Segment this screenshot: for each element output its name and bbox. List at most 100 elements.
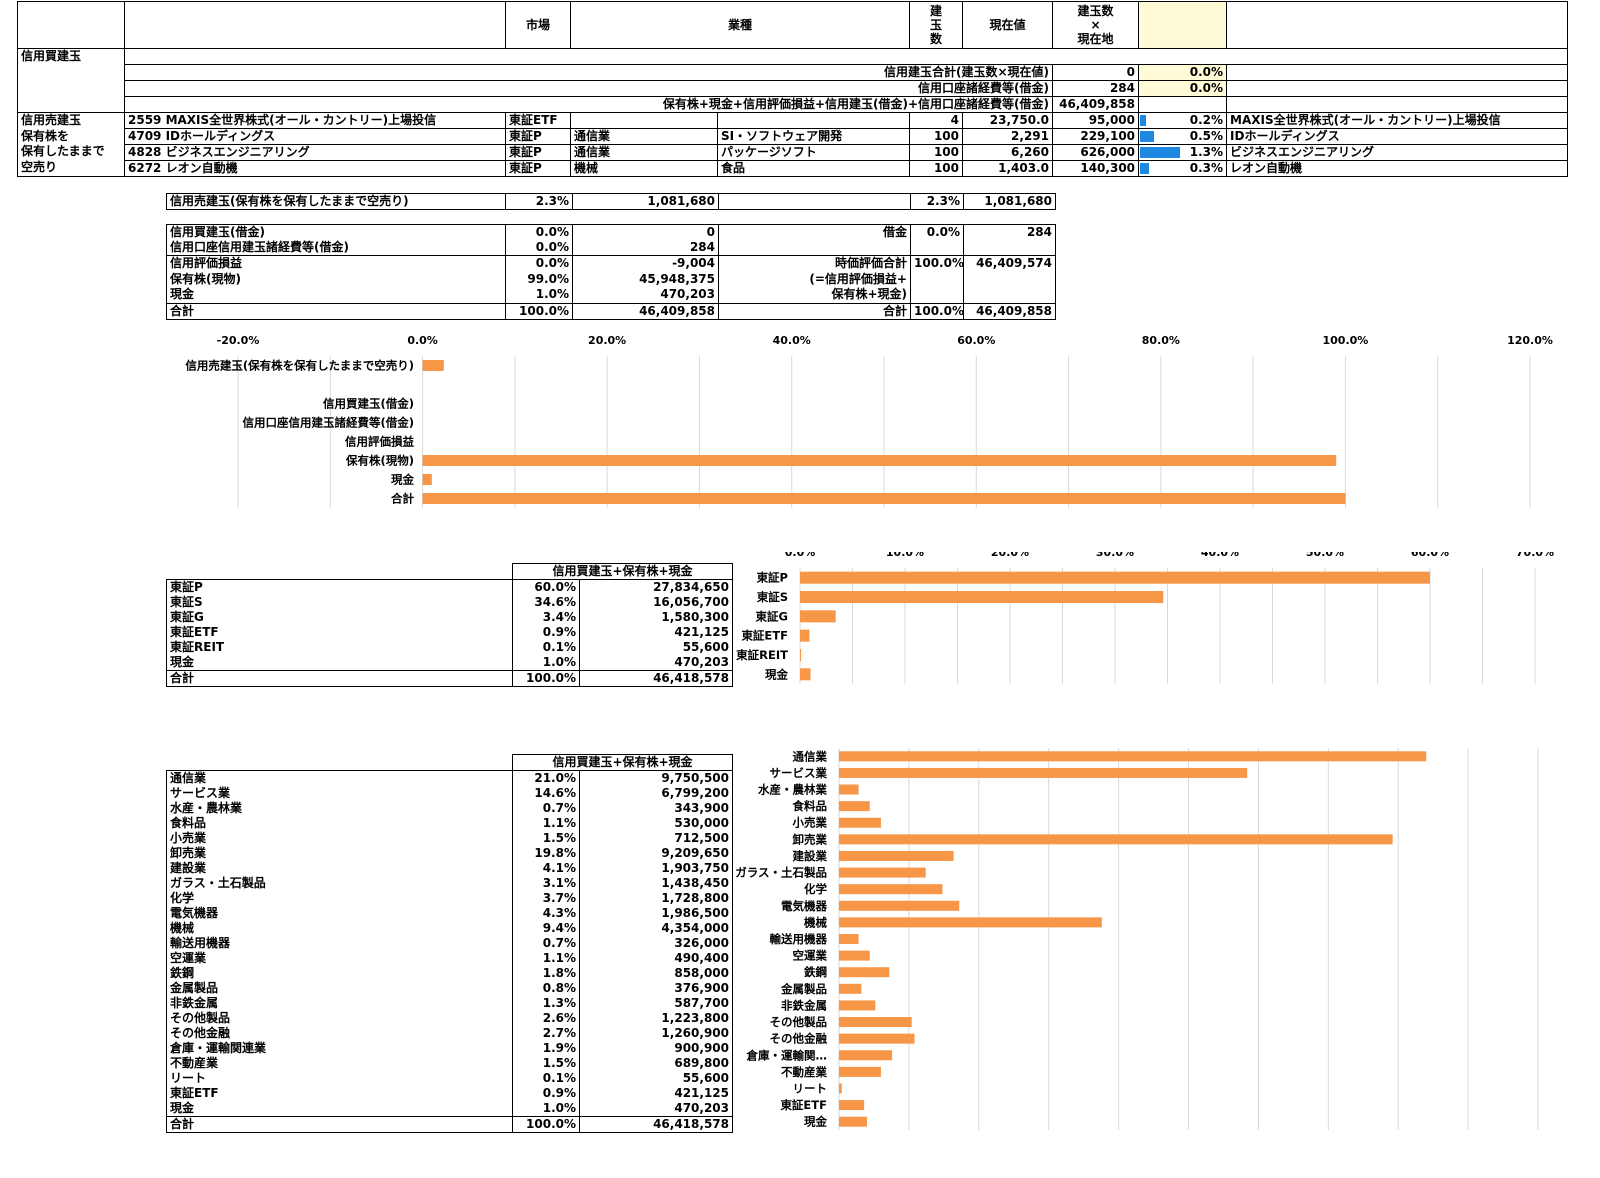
- blank-cell: [910, 240, 964, 256]
- short-row-ind2: SI・ソフトウェア開発: [716, 128, 911, 145]
- category-label: 保有株(現物): [345, 454, 414, 468]
- category-label: 機械: [804, 915, 827, 929]
- industry-row: 東証ETF 0.9% 421,125: [166, 1086, 733, 1101]
- market-row-label: 東証S: [166, 595, 513, 610]
- short-row-name: MAXIS全世界株式(オール・カントリー)上場投信: [1226, 112, 1569, 129]
- short-row-ind1: 機械: [570, 160, 718, 177]
- balance-table: 信用買建玉(借金) 0.0% 0 借金 0.0% 284 信用口座信用建玉諸経費…: [166, 224, 1056, 320]
- balance-label: 現金: [166, 286, 506, 304]
- short-row-price: 6,260: [962, 144, 1054, 161]
- tick-label: 120.0%: [1507, 334, 1553, 347]
- category-label: サービス業: [770, 766, 828, 780]
- short-row-name: IDホールディングス: [1226, 128, 1569, 145]
- industry-row: 水産・農林業 0.7% 343,900: [166, 801, 733, 816]
- industry-row-pct: 1.0%: [512, 1101, 580, 1117]
- bar: [800, 571, 1430, 584]
- industry-row: 空運業 1.1% 490,400: [166, 951, 733, 966]
- blank-cell: [1226, 80, 1569, 97]
- short-summary-pct: 2.3%: [505, 193, 573, 210]
- header-yellow: [1138, 1, 1228, 49]
- industry-row-value: 900,900: [579, 1041, 733, 1056]
- industry-row-label: 卸売業: [166, 846, 513, 861]
- bar: [800, 649, 802, 661]
- industry-row-value: 343,900: [579, 801, 733, 816]
- bar: [839, 1017, 912, 1028]
- debt-value: 284: [963, 224, 1056, 240]
- header-market: 市場: [505, 1, 571, 49]
- industry-row-label: 空運業: [166, 951, 513, 966]
- mv-label-line: 保有株+現金): [831, 287, 907, 301]
- bar: [839, 884, 943, 895]
- bar: [800, 610, 836, 623]
- short-sell-label: 信用売建玉 保有株を 保有したままで 空売り: [17, 112, 125, 177]
- category-label: その他金融: [770, 1032, 828, 1046]
- category-label: 不動産業: [781, 1065, 827, 1079]
- data-bar: [1140, 131, 1155, 142]
- bar: [839, 917, 1102, 928]
- category-label: 卸売業: [793, 832, 828, 846]
- industry-row-pct: 0.1%: [512, 1071, 580, 1086]
- blank-cell: [1226, 64, 1569, 81]
- bar: [839, 1116, 867, 1127]
- header-price: 現在値: [962, 1, 1054, 49]
- header-blank: [1226, 1, 1569, 49]
- short-row-pct: 0.3%: [1189, 161, 1224, 176]
- balance-value: 284: [572, 240, 719, 256]
- blank-cell: [1226, 96, 1569, 113]
- bar: [839, 784, 859, 795]
- bar: [839, 751, 1427, 762]
- short-summary-table: 信用売建玉(保有株を保有したままで空売り) 2.3% 1,081,680 2.3…: [166, 193, 1056, 210]
- industry-row: 卸売業 19.8% 9,209,650: [166, 846, 733, 861]
- industry-table-header: 信用買建玉+保有株+現金: [512, 754, 733, 771]
- short-row-pct: 0.2%: [1189, 113, 1224, 128]
- margin-total-label: 信用建玉合計(建玉数×現在値): [123, 64, 1054, 81]
- market-value-label: 時価評価合計 (=信用評価損益+ 保有株+現金): [718, 255, 911, 304]
- industry-row-value: 46,418,578: [579, 1116, 733, 1133]
- industry-row-pct: 1.3%: [512, 996, 580, 1011]
- industry-row-pct: 0.8%: [512, 981, 580, 996]
- industry-row-value: 858,000: [579, 966, 733, 981]
- short-row-price: 1,403.0: [962, 160, 1054, 177]
- industry-row-label: 金属製品: [166, 981, 513, 996]
- category-label: 空運業: [793, 949, 828, 963]
- industry-row: 輸送用機器 0.7% 326,000: [166, 936, 733, 951]
- short-row-market: 東証P: [505, 160, 571, 177]
- category-label: 化学: [804, 882, 827, 896]
- industry-row-value: 470,203: [579, 1101, 733, 1117]
- industry-row-label: 不動産業: [166, 1056, 513, 1071]
- category-label: 東証P: [757, 571, 788, 585]
- tick-label: 30.0%: [1096, 552, 1134, 559]
- tick-label: 0.0%: [824, 738, 855, 741]
- market-row-value: 1,580,300: [579, 610, 733, 625]
- tick-label: 20.0%: [1379, 738, 1417, 741]
- industry-row-pct: 1.5%: [512, 831, 580, 846]
- industry-row-value: 530,000: [579, 816, 733, 831]
- industry-row-label: 化学: [166, 891, 513, 906]
- market-row-pct: 3.4%: [512, 610, 580, 625]
- industry-row-label: 東証ETF: [166, 1086, 513, 1101]
- short-row-ind2: 食品: [716, 160, 911, 177]
- bar: [839, 950, 870, 961]
- balance-label: 信用口座信用建玉諸経費等(借金): [166, 240, 506, 256]
- short-row-total: 140,300: [1052, 160, 1140, 177]
- balance-pct: 0.0%: [505, 224, 573, 240]
- balance-value: 45,948,375: [572, 271, 719, 287]
- category-label: 鉄鋼: [804, 965, 827, 979]
- blank-cell: [718, 240, 911, 256]
- bar: [839, 1000, 876, 1011]
- category-label: 東証S: [757, 590, 788, 604]
- data-bar: [1140, 163, 1150, 174]
- industry-row-pct: 3.1%: [512, 876, 580, 891]
- industry-row-value: 689,800: [579, 1056, 733, 1071]
- market-row-label: 現金: [166, 655, 513, 671]
- market-row: 東証P 60.0% 27,834,650: [166, 579, 733, 595]
- short-row-ind2: パッケージソフト: [716, 144, 911, 161]
- data-bar: [1140, 115, 1147, 126]
- header-qty: 建 玉 数: [909, 1, 964, 49]
- short-row-qty: 100: [909, 128, 964, 145]
- industry-row-value: 421,125: [579, 1086, 733, 1101]
- industry-row: 化学 3.7% 1,728,800: [166, 891, 733, 906]
- short-row-pct-cell: 0.5%: [1138, 128, 1228, 145]
- category-label: 信用口座信用建玉諸経費等(借金): [242, 416, 414, 430]
- industry-row-label: 合計: [166, 1116, 513, 1133]
